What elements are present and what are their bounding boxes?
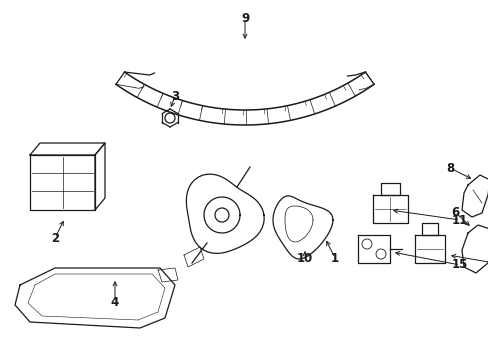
Text: 1: 1 bbox=[330, 252, 338, 265]
Text: 6: 6 bbox=[450, 206, 458, 219]
Text: 15: 15 bbox=[451, 258, 467, 271]
Text: 4: 4 bbox=[111, 296, 119, 309]
Text: 10: 10 bbox=[296, 252, 312, 265]
Text: 2: 2 bbox=[51, 231, 59, 244]
Text: 3: 3 bbox=[171, 90, 179, 103]
Text: 8: 8 bbox=[445, 162, 453, 175]
Text: 9: 9 bbox=[241, 12, 248, 24]
Text: 11: 11 bbox=[451, 213, 467, 226]
